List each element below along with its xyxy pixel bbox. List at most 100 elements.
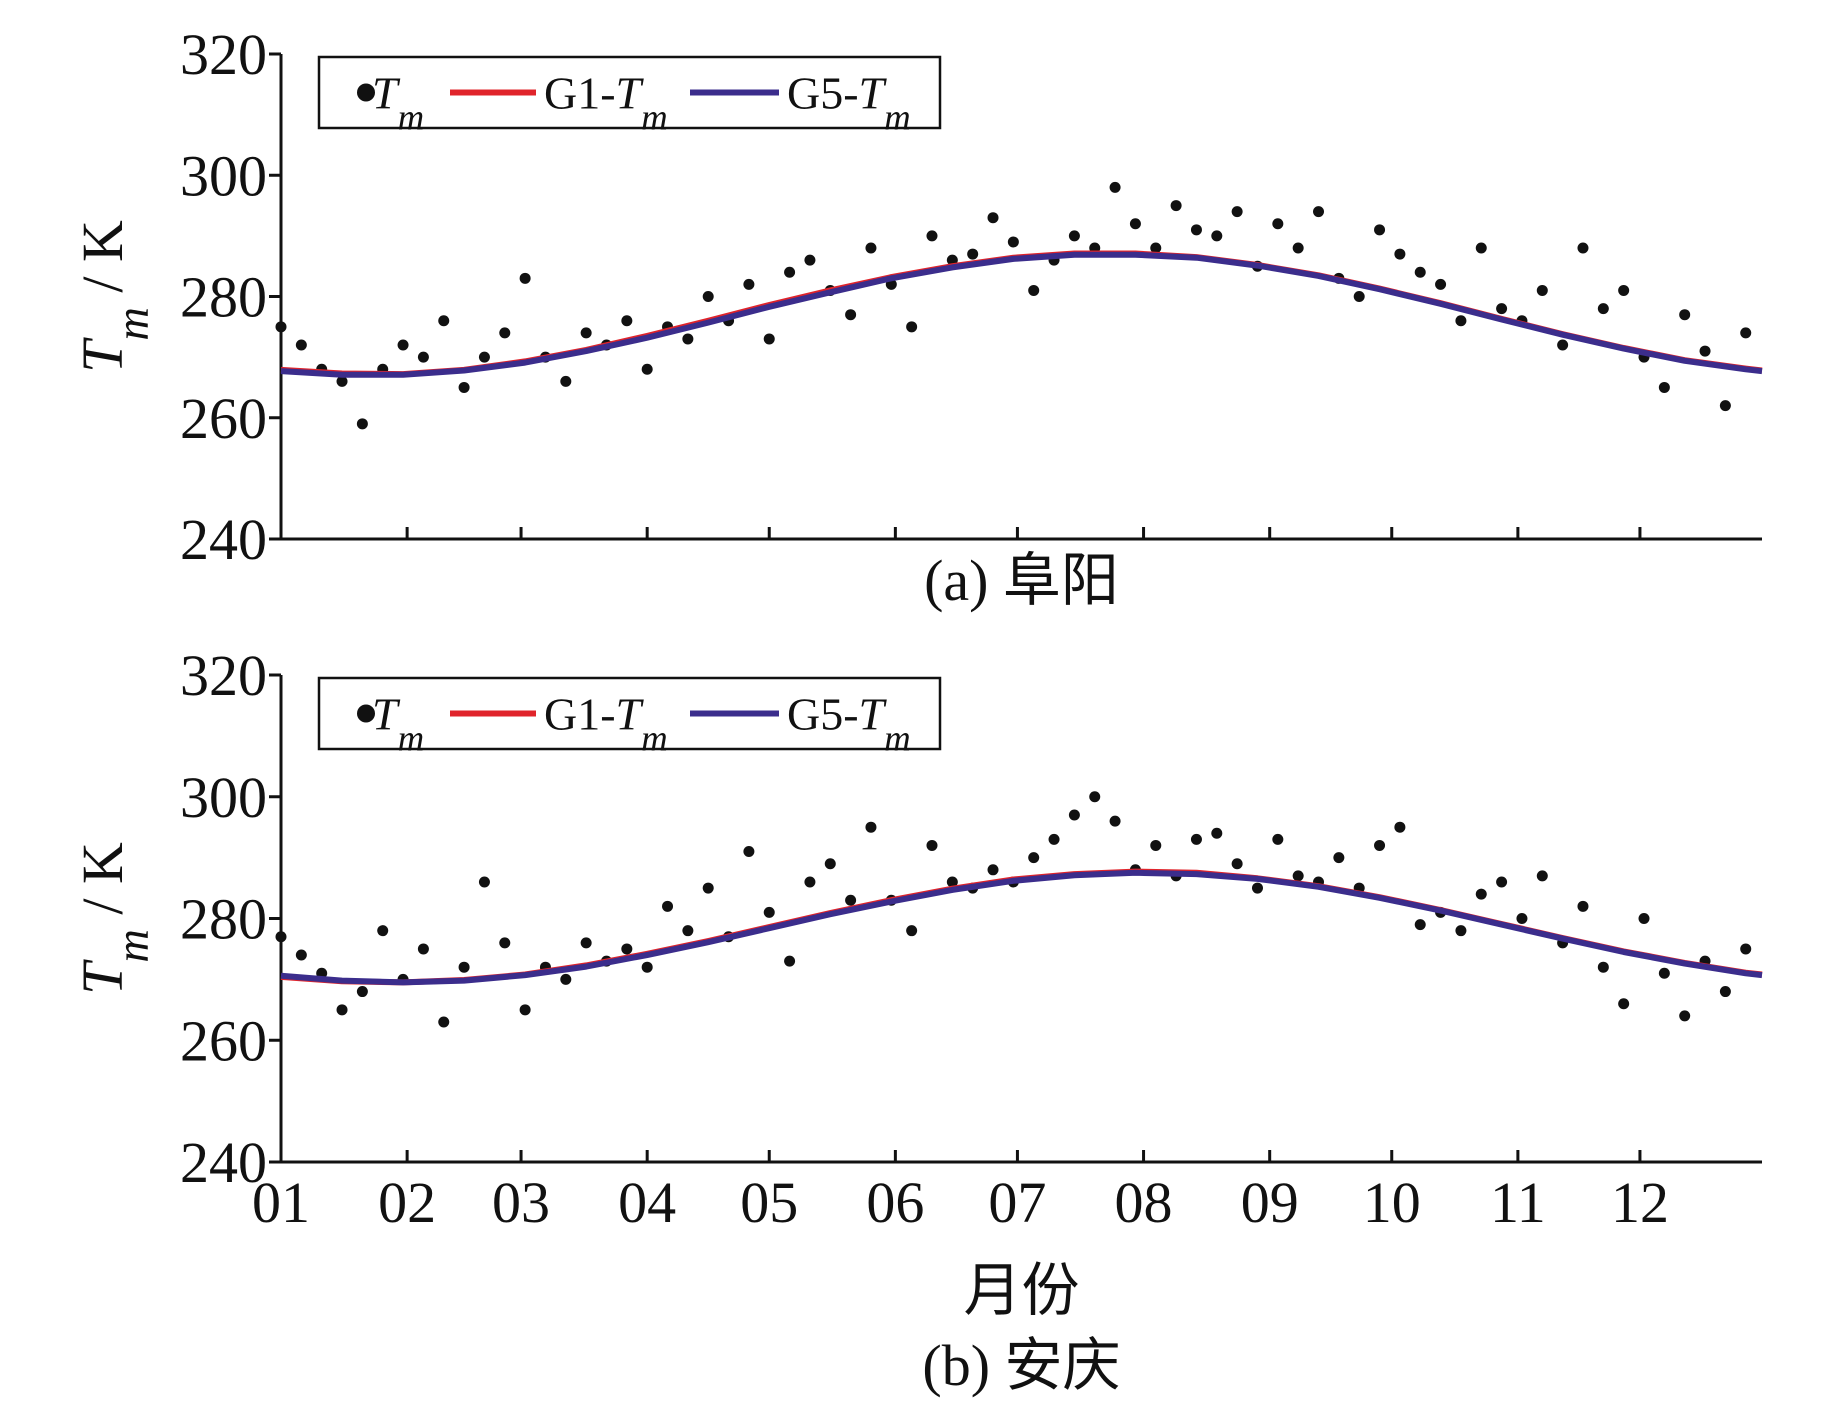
data-point <box>1618 998 1630 1010</box>
y-tick-label: 280 <box>180 265 267 330</box>
data-point <box>1740 327 1752 339</box>
data-point <box>1048 833 1060 845</box>
data-point <box>295 949 307 961</box>
data-point <box>1597 303 1609 315</box>
data-point <box>682 925 694 937</box>
legend-marker <box>357 704 375 723</box>
data-point <box>845 894 857 906</box>
x-tick-label: 12 <box>1611 1170 1669 1235</box>
fit-line <box>280 250 1763 378</box>
data-point <box>824 858 836 870</box>
data-point <box>1231 858 1243 870</box>
data-point <box>1068 809 1080 821</box>
data-point <box>1170 200 1182 212</box>
data-point <box>1414 266 1426 278</box>
data-point <box>1068 230 1080 242</box>
x-tick-label: 06 <box>866 1170 924 1235</box>
data-point <box>336 375 348 387</box>
data-point <box>499 937 511 949</box>
data-point <box>1679 1010 1691 1022</box>
data-point <box>1516 913 1528 924</box>
data-point <box>865 821 877 833</box>
x-tick-label: 10 <box>1363 1170 1421 1235</box>
data-point <box>926 839 938 851</box>
data-point <box>987 864 999 876</box>
data-point <box>682 333 694 345</box>
data-point <box>1618 284 1630 296</box>
data-point <box>1679 309 1691 321</box>
legend-box <box>317 676 942 751</box>
data-point <box>1313 206 1325 218</box>
data-point <box>1374 224 1386 236</box>
data-point <box>1394 248 1406 260</box>
data-point <box>1719 400 1731 412</box>
data-point <box>1435 278 1447 290</box>
y-tick-label: 240 <box>180 1130 267 1195</box>
fit-line <box>280 869 1763 986</box>
data-point <box>478 876 490 888</box>
data-point <box>478 351 490 363</box>
data-point <box>621 315 633 327</box>
data-point <box>641 961 653 973</box>
y-tick-label: 280 <box>180 887 267 952</box>
data-point <box>1536 870 1548 882</box>
fit-line <box>280 251 1763 378</box>
data-point <box>1557 339 1569 351</box>
y-tick-label: 320 <box>180 643 267 708</box>
data-point <box>295 339 307 351</box>
y-tick-label: 260 <box>180 1008 267 1073</box>
data-point <box>1496 303 1508 315</box>
data-point <box>499 327 511 339</box>
legend-label: Tm <box>372 68 424 138</box>
data-point <box>1455 925 1467 937</box>
data-point <box>1536 284 1548 296</box>
data-point <box>1109 815 1121 827</box>
data-point <box>1353 291 1365 302</box>
legend-marker <box>357 83 375 102</box>
data-point <box>1028 852 1040 864</box>
data-point <box>397 339 409 351</box>
data-point <box>458 381 470 393</box>
data-point <box>1109 181 1121 193</box>
data-point <box>438 1016 450 1028</box>
data-point <box>356 986 368 998</box>
data-point <box>1272 833 1284 845</box>
data-point <box>621 943 633 955</box>
data-point <box>1577 242 1589 254</box>
x-tick-label: 04 <box>618 1170 676 1235</box>
y-tick-label: 300 <box>180 765 267 830</box>
x-tick-label: 08 <box>1115 1170 1173 1235</box>
data-point <box>1577 900 1589 912</box>
y-tick-label: 240 <box>180 507 267 572</box>
data-point <box>1699 345 1711 357</box>
data-point <box>702 882 714 894</box>
data-point <box>946 876 958 888</box>
data-point <box>662 900 674 912</box>
panel-caption: (a) 阜阳 <box>924 548 1119 613</box>
y-tick-label: 300 <box>180 143 267 208</box>
legend-label: G5-Tm <box>787 68 911 138</box>
data-point <box>1292 870 1304 882</box>
data-point <box>641 363 653 375</box>
panel-caption: (b) 安庆 <box>922 1333 1120 1398</box>
legend-label: Tm <box>372 689 424 759</box>
data-point <box>1211 827 1223 839</box>
data-point <box>1740 943 1752 955</box>
data-point <box>560 973 572 985</box>
y-axis-label: Tm / K <box>70 220 159 373</box>
data-point <box>763 906 775 918</box>
legend-label: G1-Tm <box>544 68 668 138</box>
data-point <box>1190 833 1202 845</box>
x-tick-label: 11 <box>1490 1170 1546 1235</box>
data-point <box>560 375 572 387</box>
x-axis-label: 月份 <box>963 1258 1079 1323</box>
y-tick-label: 320 <box>180 22 267 87</box>
data-point <box>1475 242 1487 254</box>
data-point <box>1129 218 1141 230</box>
data-point <box>845 309 857 321</box>
data-point <box>275 321 287 333</box>
x-tick-label: 09 <box>1241 1170 1299 1235</box>
data-point <box>784 266 796 278</box>
data-point <box>580 327 592 339</box>
